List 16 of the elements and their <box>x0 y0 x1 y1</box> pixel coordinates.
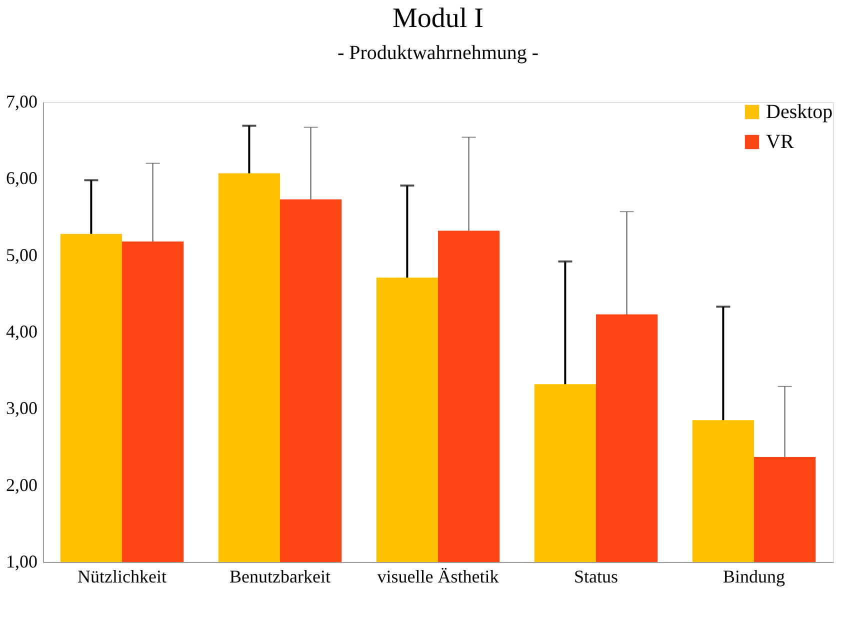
x-tick-label: Bindung <box>722 566 786 586</box>
x-tick-label: Nützlichkeit <box>78 566 166 586</box>
x-tick-label: visuelle Ästhetik <box>377 566 499 586</box>
y-tick-label: 6,00 <box>6 168 38 188</box>
y-tick-label: 1,00 <box>6 552 38 572</box>
legend-label: Desktop <box>766 101 833 123</box>
y-tick-label: 4,00 <box>6 322 38 342</box>
y-tick-label: 2,00 <box>6 474 38 495</box>
legend-label: VR <box>766 131 794 153</box>
y-tick-label: 5,00 <box>6 244 38 265</box>
x-tick-label: Benutzbarkeit <box>230 566 330 586</box>
y-tick-label: 7,00 <box>6 92 38 112</box>
y-tick-label: 3,00 <box>6 398 38 418</box>
chart-subtitle: - Produktwahrnehmung - <box>337 42 539 64</box>
chart-title: Modul I <box>392 3 484 34</box>
x-tick-label: Status <box>574 566 618 586</box>
